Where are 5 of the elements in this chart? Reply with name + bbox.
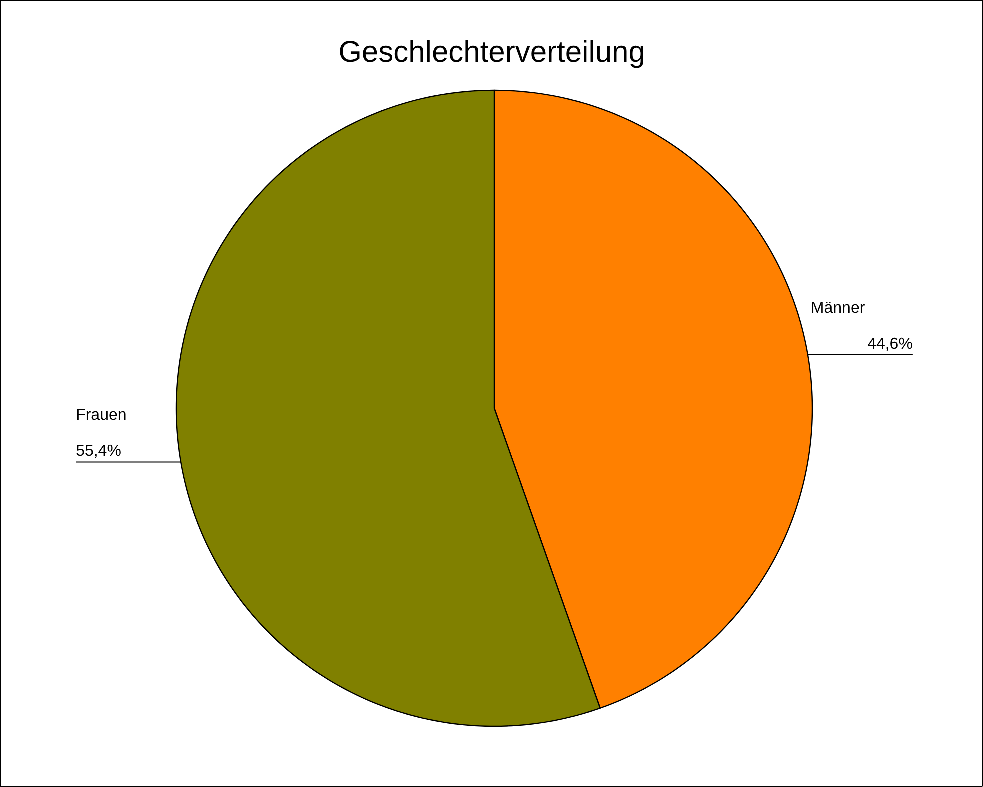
data-label: 44,6% bbox=[868, 336, 913, 353]
slice-label: Männer bbox=[810, 300, 866, 317]
chart-title: Geschlechterverteilung bbox=[338, 36, 646, 69]
data-label: 55,4% bbox=[76, 443, 122, 460]
slice-label: Frauen bbox=[76, 407, 127, 424]
